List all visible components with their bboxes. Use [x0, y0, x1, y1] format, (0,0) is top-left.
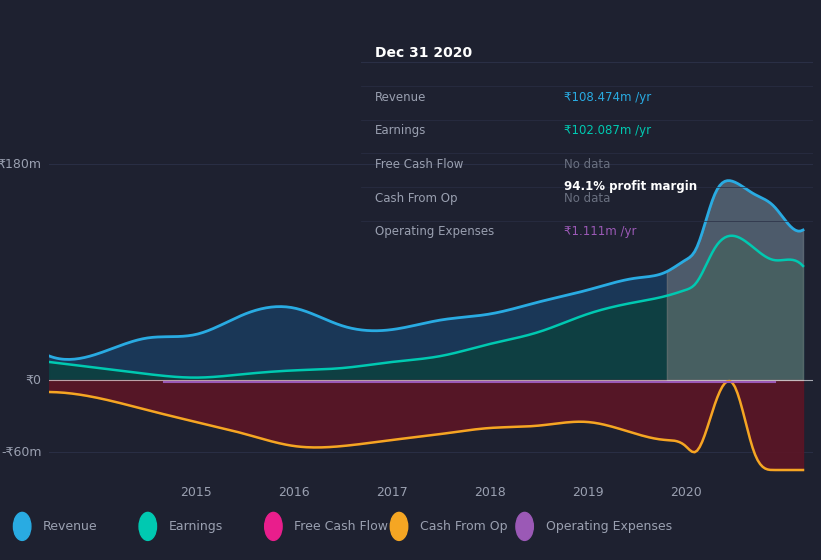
- Text: Free Cash Flow: Free Cash Flow: [294, 520, 388, 533]
- Text: ₹108.474m /yr: ₹108.474m /yr: [565, 91, 652, 104]
- Text: Operating Expenses: Operating Expenses: [374, 225, 494, 238]
- Text: Free Cash Flow: Free Cash Flow: [374, 158, 463, 171]
- Text: Operating Expenses: Operating Expenses: [546, 520, 672, 533]
- Text: ₹180m: ₹180m: [0, 157, 42, 170]
- Text: Revenue: Revenue: [44, 520, 98, 533]
- Text: Revenue: Revenue: [374, 91, 426, 104]
- Text: Dec 31 2020: Dec 31 2020: [374, 46, 472, 60]
- Text: Earnings: Earnings: [374, 124, 426, 137]
- Text: No data: No data: [565, 192, 611, 204]
- Text: No data: No data: [565, 158, 611, 171]
- Text: ₹0: ₹0: [25, 374, 42, 386]
- Text: Cash From Op: Cash From Op: [374, 192, 457, 204]
- Ellipse shape: [264, 512, 282, 540]
- Text: ₹1.111m /yr: ₹1.111m /yr: [565, 225, 637, 238]
- Text: -₹60m: -₹60m: [1, 446, 42, 459]
- Ellipse shape: [13, 512, 31, 540]
- Text: Cash From Op: Cash From Op: [420, 520, 507, 533]
- Text: Earnings: Earnings: [169, 520, 223, 533]
- Ellipse shape: [390, 512, 408, 540]
- Text: 94.1% profit margin: 94.1% profit margin: [565, 180, 698, 193]
- Text: ₹102.087m /yr: ₹102.087m /yr: [565, 124, 652, 137]
- Ellipse shape: [516, 512, 534, 540]
- Ellipse shape: [139, 512, 157, 540]
